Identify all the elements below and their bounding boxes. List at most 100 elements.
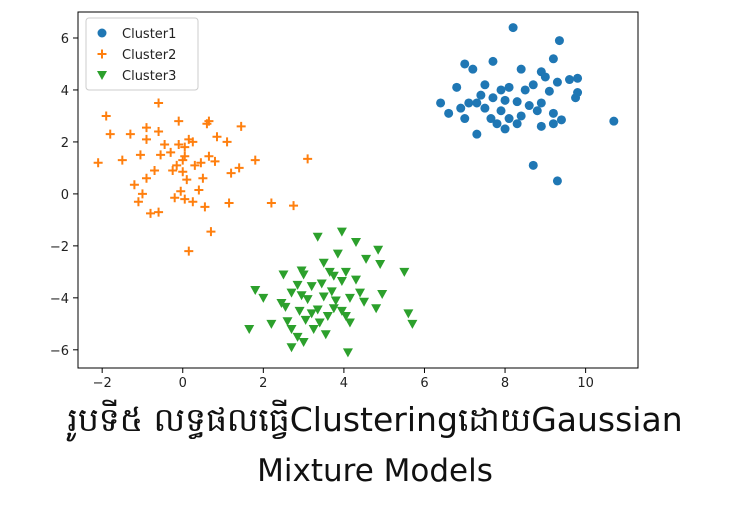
cluster2-point <box>204 151 214 161</box>
cluster2-point <box>200 202 210 212</box>
cluster2-point <box>117 155 127 165</box>
cluster2-point <box>222 137 232 147</box>
cluster3-point <box>296 291 307 301</box>
cluster3-point <box>377 289 388 299</box>
cluster2-point <box>150 166 160 176</box>
cluster2-point <box>178 167 188 177</box>
cluster2-point <box>129 180 139 190</box>
cluster1-point <box>512 97 522 107</box>
cluster3-point <box>328 271 339 281</box>
cluster2-point <box>125 129 135 139</box>
cluster3-point <box>286 288 297 298</box>
legend-marker-2 <box>97 49 107 59</box>
cluster2-point <box>194 185 204 195</box>
cluster3-point <box>312 305 323 315</box>
cluster3-point <box>302 295 313 305</box>
x-tick-label: 10 <box>577 376 594 390</box>
cluster3-point <box>328 304 339 314</box>
cluster1-point <box>480 80 490 90</box>
cluster3-point <box>280 302 291 312</box>
cluster3-point <box>258 293 269 303</box>
y-tick-label: −6 <box>50 344 69 359</box>
cluster3-point <box>342 348 353 358</box>
cluster1-point <box>492 119 502 129</box>
figure-caption-line2: Mixture Models <box>257 453 493 489</box>
legend-label-1: Cluster1 <box>122 27 176 42</box>
cluster2-point <box>184 246 194 256</box>
cluster1-point <box>532 106 542 116</box>
cluster2-point <box>198 173 208 183</box>
cluster1-point <box>552 176 562 186</box>
cluster1-point <box>544 86 554 96</box>
cluster1-point <box>472 98 482 108</box>
legend-marker-1 <box>97 28 107 38</box>
cluster3-point <box>308 325 319 335</box>
cluster3-point <box>355 288 366 298</box>
cluster2-point <box>166 147 176 157</box>
y-tick-label: 2 <box>61 136 69 151</box>
cluster3-point <box>332 249 343 259</box>
cluster3-point <box>371 304 382 314</box>
cluster2-point <box>168 166 178 176</box>
cluster3-point <box>286 325 297 335</box>
cluster1-point <box>548 54 558 64</box>
cluster3-point <box>344 293 355 303</box>
cluster1-point <box>460 59 470 69</box>
cluster2-point <box>266 198 276 208</box>
cluster3-point <box>336 227 347 237</box>
cluster2-point <box>93 158 103 168</box>
cluster1-point <box>528 80 538 90</box>
y-tick-label: 6 <box>61 32 69 47</box>
cluster1-point <box>609 116 619 126</box>
cluster3-point <box>350 275 361 285</box>
cluster1-point <box>504 114 514 124</box>
cluster3-point <box>361 254 372 264</box>
y-tick-label: −4 <box>50 292 69 307</box>
cluster2-point <box>141 134 151 144</box>
cluster3-point <box>306 282 317 292</box>
cluster2-point <box>212 132 222 142</box>
cluster2-point <box>146 208 156 218</box>
cluster3-point <box>344 318 355 328</box>
cluster1-point <box>480 103 490 113</box>
legend-label-3: Cluster3 <box>122 69 176 84</box>
cluster1-point <box>565 75 575 85</box>
cluster3-point <box>250 286 261 296</box>
cluster3-point <box>314 318 325 328</box>
cluster1-point <box>472 129 482 139</box>
figure-caption-line1: រូបទី៥ លទ្ធផលធ្វើClusteringដោយGaussian <box>67 400 683 439</box>
x-tick-label: 2 <box>259 376 267 390</box>
cluster3-point <box>336 276 347 286</box>
cluster2-point <box>303 154 313 164</box>
cluster2-point <box>188 137 198 147</box>
cluster1-point <box>512 119 522 129</box>
cluster2-point <box>101 111 111 121</box>
cluster3-point <box>373 245 384 255</box>
cluster1-point <box>508 23 518 33</box>
cluster2-point <box>174 140 184 150</box>
cluster3-point <box>286 343 297 353</box>
cluster3-point <box>320 330 331 340</box>
cluster2-point <box>135 150 145 160</box>
legend-label-2: Cluster2 <box>122 48 176 63</box>
cluster2-point <box>180 142 190 152</box>
cluster2-point <box>234 163 244 173</box>
cluster1-point <box>436 98 446 108</box>
cluster2-point <box>176 186 186 196</box>
legend-box <box>85 17 199 91</box>
cluster2-point <box>210 156 220 166</box>
cluster3-point <box>407 319 418 329</box>
cluster1-point <box>488 93 498 103</box>
cluster2-point <box>226 168 236 178</box>
cluster3-point <box>318 258 329 268</box>
cluster1-point <box>468 64 478 74</box>
cluster1-point <box>486 114 496 124</box>
cluster3-point <box>294 306 305 316</box>
cluster2-point <box>196 158 206 168</box>
cluster3-point <box>298 338 309 348</box>
cluster2-point <box>154 207 164 217</box>
cluster2-point <box>133 197 143 207</box>
x-tick-label: 4 <box>340 376 348 390</box>
cluster3-point <box>375 260 386 270</box>
cluster1-point <box>528 160 538 170</box>
